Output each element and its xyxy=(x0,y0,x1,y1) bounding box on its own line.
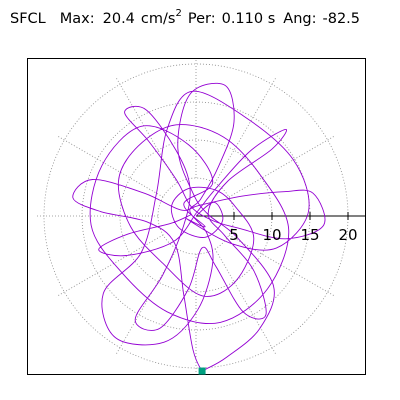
ang-label: Ang: xyxy=(283,11,317,27)
radial-tick-labels: 5 10 15 20 xyxy=(229,226,357,244)
radial-tick-label-10: 10 xyxy=(262,226,281,244)
max-unit-exponent: 2 xyxy=(175,8,182,19)
trace-path xyxy=(72,82,326,374)
chart-header: SFCL Max: 20.4 cm/s2 Per: 0.110 s Ang: -82.5 xyxy=(10,8,360,27)
grid-spoke-300 xyxy=(214,248,277,355)
grid-spoke-240 xyxy=(115,248,178,355)
radial-tick-label-5: 5 xyxy=(229,226,239,244)
max-label: Max: xyxy=(59,11,95,27)
grid-spoke-330 xyxy=(228,234,335,297)
grid-spoke-30 xyxy=(228,135,335,198)
motion-trace xyxy=(72,82,326,374)
end-marker-square xyxy=(198,367,206,375)
radial-tick-label-15: 15 xyxy=(300,226,319,244)
radial-axis xyxy=(196,212,366,220)
per-value: 0.110 s xyxy=(221,11,276,27)
ang-value: -82.5 xyxy=(322,11,361,27)
station-code: SFCL xyxy=(10,11,46,27)
grid-spoke-120 xyxy=(115,77,178,184)
max-unit: cm/s xyxy=(140,11,176,27)
grid-spoke-150 xyxy=(57,135,164,198)
max-value: 20.4 xyxy=(102,11,135,27)
grid-spoke-60 xyxy=(214,77,277,184)
end-marker xyxy=(198,367,206,375)
radial-tick-label-20: 20 xyxy=(338,226,357,244)
grid-spoke-210 xyxy=(57,234,164,297)
per-label: Per: xyxy=(187,11,216,27)
